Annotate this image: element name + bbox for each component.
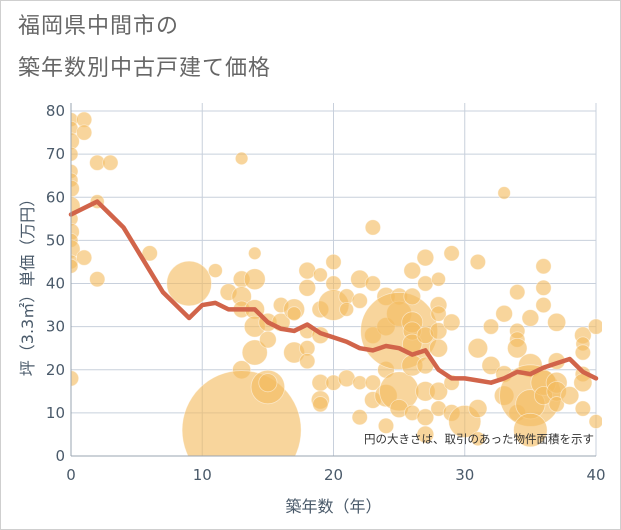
- data-bubble: [428, 338, 448, 358]
- data-bubble: [299, 353, 316, 370]
- data-bubble: [497, 186, 511, 200]
- data-bubble: [495, 304, 513, 323]
- data-bubble: [403, 287, 422, 306]
- data-bubble: [521, 309, 540, 327]
- data-bubble: [312, 267, 328, 283]
- data-bubble: [76, 249, 93, 266]
- data-bubble: [312, 396, 329, 413]
- y-tick-label: 60: [46, 188, 65, 206]
- data-bubble: [76, 124, 93, 141]
- y-tick-label: 40: [46, 275, 65, 293]
- axes: 0 10 20 30 40 0 10 20 30 40 50 60 70 80: [46, 102, 606, 484]
- data-bubble: [442, 313, 461, 332]
- x-tick-label: 10: [193, 466, 212, 484]
- data-bubble: [416, 408, 435, 426]
- data-bubble: [141, 245, 158, 262]
- data-bubble: [71, 132, 80, 150]
- data-bubble: [352, 375, 368, 391]
- data-bubble: [325, 253, 342, 271]
- data-bubble: [416, 248, 435, 267]
- data-bubble: [337, 369, 356, 388]
- data-bubble: [207, 263, 223, 278]
- data-bubble: [364, 219, 381, 236]
- y-tick-label: 30: [46, 318, 65, 336]
- chart-title-line1: 福岡県中間市の: [18, 14, 180, 39]
- data-bubble: [71, 370, 80, 387]
- x-tick-label: 20: [324, 466, 343, 484]
- y-tick-label: 80: [46, 102, 65, 120]
- data-bubble: [325, 275, 342, 292]
- y-axis-title: 坪（3.3㎡）単価（万円）: [18, 191, 37, 376]
- data-bubble: [416, 425, 435, 444]
- trend-line-layer: [68, 199, 599, 385]
- chart-title-line2: 築年数別中古戸建て価格: [18, 56, 272, 81]
- data-bubble: [377, 417, 395, 434]
- data-bubble: [298, 261, 317, 280]
- data-bubble: [468, 399, 488, 419]
- data-bubble: [243, 268, 266, 291]
- data-bubble: [417, 275, 434, 292]
- data-bubble: [481, 355, 501, 375]
- data-bubble: [286, 306, 302, 322]
- x-tick-label: 30: [455, 466, 474, 484]
- data-bubble: [403, 261, 422, 280]
- y-tick-label: 10: [46, 404, 65, 422]
- data-bubble: [574, 400, 591, 417]
- data-bubble: [548, 396, 565, 413]
- data-bubble: [241, 339, 268, 366]
- data-bubble: [298, 279, 317, 297]
- data-bubble: [351, 409, 368, 426]
- data-bubble: [443, 245, 460, 262]
- data-bubble: [431, 271, 446, 287]
- data-bubble: [102, 154, 119, 171]
- data-bubble: [71, 179, 80, 198]
- x-axis-title: 築年数（年）: [285, 497, 381, 516]
- data-bubble: [166, 260, 212, 307]
- x-tick-label: 40: [586, 466, 605, 484]
- data-bubble: [467, 337, 489, 359]
- x-tick-label: 0: [66, 466, 76, 484]
- data-bubble: [430, 305, 447, 322]
- data-bubble: [364, 374, 381, 391]
- y-tick-label: 70: [46, 145, 65, 163]
- data-bubble: [513, 412, 548, 448]
- data-bubble: [535, 279, 552, 296]
- data-bubble: [587, 318, 602, 335]
- y-tick-label: 20: [46, 361, 65, 379]
- data-bubble: [258, 373, 278, 393]
- data-bubble: [248, 246, 262, 261]
- data-bubble: [339, 301, 355, 317]
- data-bubble: [71, 258, 79, 274]
- data-bubble: [89, 271, 106, 288]
- data-bubble: [507, 337, 528, 359]
- y-tick-label: 50: [46, 231, 65, 249]
- data-bubble: [509, 284, 526, 301]
- data-bubble: [470, 431, 486, 447]
- data-bubble: [71, 146, 79, 162]
- data-bubble: [259, 330, 277, 349]
- data-bubble: [351, 292, 368, 309]
- data-bubble: [535, 296, 552, 314]
- data-bubble: [234, 151, 249, 166]
- bubble-size-note: 円の大きさは、取引のあった物件面積を示す: [364, 432, 594, 446]
- data-bubble: [428, 381, 448, 401]
- data-bubble: [364, 275, 381, 292]
- average-price-trend-line: [68, 199, 599, 385]
- data-bubble: [588, 414, 602, 429]
- data-bubble: [469, 253, 486, 271]
- data-bubble: [482, 318, 500, 335]
- data-bubble: [574, 344, 591, 361]
- data-bubble: [535, 258, 552, 275]
- data-bubble: [547, 312, 567, 332]
- y-tick-label: 0: [55, 447, 65, 465]
- data-bubble: [560, 386, 580, 406]
